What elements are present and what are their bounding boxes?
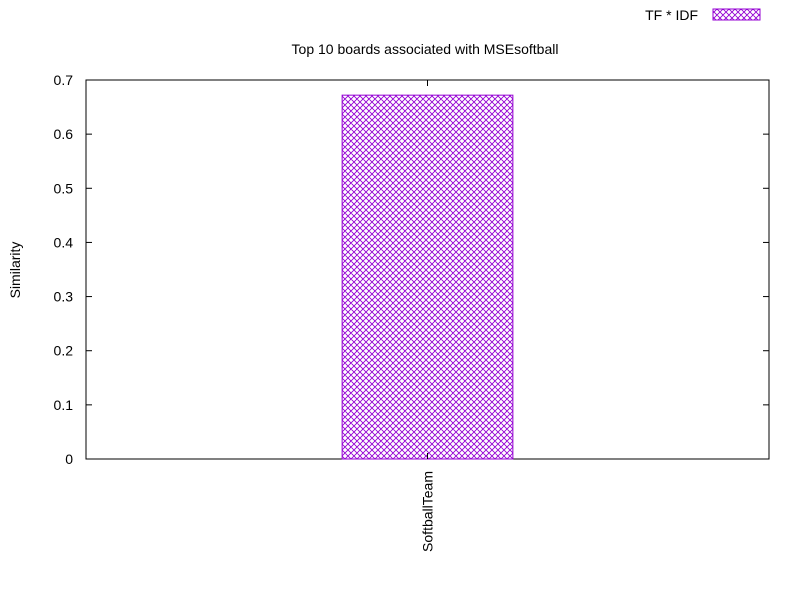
chart-title: Top 10 boards associated with MSEsoftbal…	[292, 41, 559, 57]
legend: TF * IDF	[645, 7, 761, 23]
x-axis-ticks: SoftballTeam	[420, 80, 436, 552]
y-tick-label: 0.7	[54, 72, 74, 88]
y-tick-label: 0.4	[54, 234, 74, 250]
x-tick-label: SoftballTeam	[420, 471, 436, 552]
y-axis-label: Similarity	[7, 242, 23, 299]
y-tick-label: 0.6	[54, 126, 74, 142]
y-tick-label: 0.5	[54, 180, 74, 196]
y-tick-label: 0.2	[54, 343, 74, 359]
y-tick-label: 0.3	[54, 289, 74, 305]
y-tick-label: 0.1	[54, 397, 74, 413]
y-axis-ticks: 0 0.1 0.2 0.3 0.4 0.5 0.6 0.7	[54, 72, 769, 467]
legend-label: TF * IDF	[645, 7, 698, 23]
y-tick-label: 0	[65, 451, 73, 467]
bar-softballteam	[341, 94, 514, 460]
legend-swatch	[712, 8, 761, 21]
bars	[341, 94, 514, 460]
